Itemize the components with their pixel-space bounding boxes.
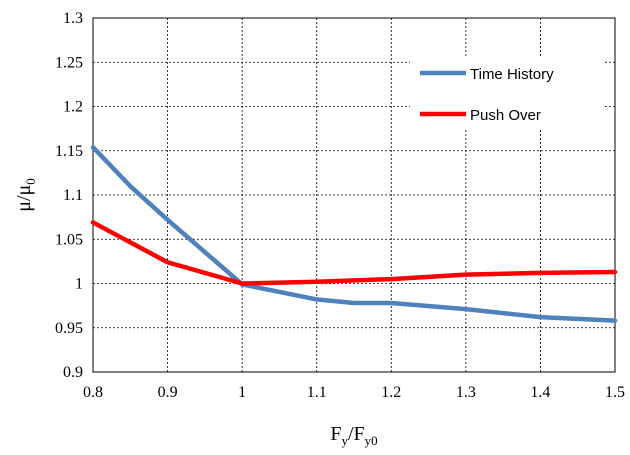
x-tick-label: 0.8 [83, 384, 103, 401]
series-line-push-over [93, 222, 615, 283]
y-tick-label: 1 [75, 276, 83, 293]
legend: Time History Push Over [410, 58, 605, 130]
x-tick-label: 1 [238, 384, 246, 401]
legend-label-time-history: Time History [470, 66, 554, 83]
y-tick-label: 1.1 [63, 187, 83, 204]
y-tick-label: 1.2 [63, 99, 83, 116]
legend-label-push-over: Push Over [470, 107, 541, 124]
y-axis-title-sub: 0 [23, 178, 38, 185]
x-axis-title-slash: /F [348, 423, 365, 445]
x-axis-title: Fy/Fy0 [330, 423, 377, 448]
x-tick-label: 1.3 [456, 384, 476, 401]
x-axis-ticks: 0.8 0.9 1 1.1 1.2 1.3 1.4 1.5 [83, 384, 625, 401]
y-axis-ticks: 0.9 0.95 1 1.05 1.1 1.15 1.2 1.25 1.3 [55, 10, 83, 381]
y-axis-title: μ/μ0 [13, 178, 38, 212]
y-tick-label: 0.95 [55, 320, 83, 337]
x-tick-label: 1.2 [381, 384, 401, 401]
x-axis-title-main: F [330, 423, 341, 445]
x-tick-label: 1.1 [307, 384, 327, 401]
x-tick-label: 1.4 [530, 384, 550, 401]
y-axis-title-main: μ/μ [13, 185, 35, 212]
x-axis-title-sub2: y0 [365, 433, 378, 448]
y-tick-label: 1.05 [55, 231, 83, 248]
y-tick-label: 0.9 [63, 364, 83, 381]
series-line-time-history [93, 147, 615, 320]
y-tick-label: 1.3 [63, 10, 83, 27]
y-tick-label: 1.25 [55, 54, 83, 71]
x-tick-label: 1.5 [605, 384, 625, 401]
series-layer [93, 147, 615, 320]
x-tick-label: 0.9 [158, 384, 178, 401]
y-tick-label: 1.15 [55, 143, 83, 160]
